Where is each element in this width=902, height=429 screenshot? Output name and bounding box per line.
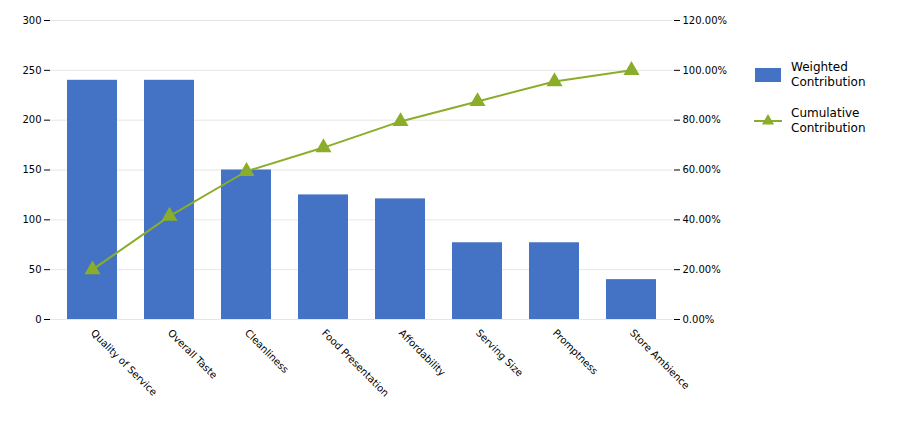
svg-text:60.00%: 60.00%: [683, 164, 721, 175]
svg-text:20.00%: 20.00%: [683, 264, 721, 275]
svg-text:100.00%: 100.00%: [683, 65, 728, 76]
svg-text:250: 250: [22, 65, 41, 76]
svg-text:300: 300: [22, 15, 41, 26]
svg-text:40.00%: 40.00%: [683, 214, 721, 225]
svg-text:50: 50: [29, 264, 42, 275]
svg-text:Food Presentation: Food Presentation: [320, 327, 391, 398]
svg-text:Affordability: Affordability: [397, 327, 448, 378]
svg-text:0.00%: 0.00%: [683, 314, 715, 325]
svg-text:150: 150: [22, 164, 41, 175]
svg-text:Store Ambience: Store Ambience: [628, 327, 692, 391]
svg-text:Cleanliness: Cleanliness: [243, 327, 291, 375]
svg-text:80.00%: 80.00%: [683, 114, 721, 125]
svg-text:120.00%: 120.00%: [683, 15, 728, 26]
svg-text:0: 0: [35, 314, 41, 325]
svg-text:100: 100: [22, 214, 41, 225]
svg-text:Serving Size: Serving Size: [474, 327, 525, 378]
svg-text:Quality of Service: Quality of Service: [89, 327, 159, 397]
html-text:Weighted Contribution: Weighted Contribution: [791, 60, 866, 89]
svg-text:Promptness: Promptness: [551, 327, 600, 376]
svg-text:Overall Taste: Overall Taste: [166, 327, 220, 381]
svg-text:200: 200: [22, 114, 41, 125]
html-text:Cumulative Contribution: Cumulative Contribution: [791, 106, 866, 135]
